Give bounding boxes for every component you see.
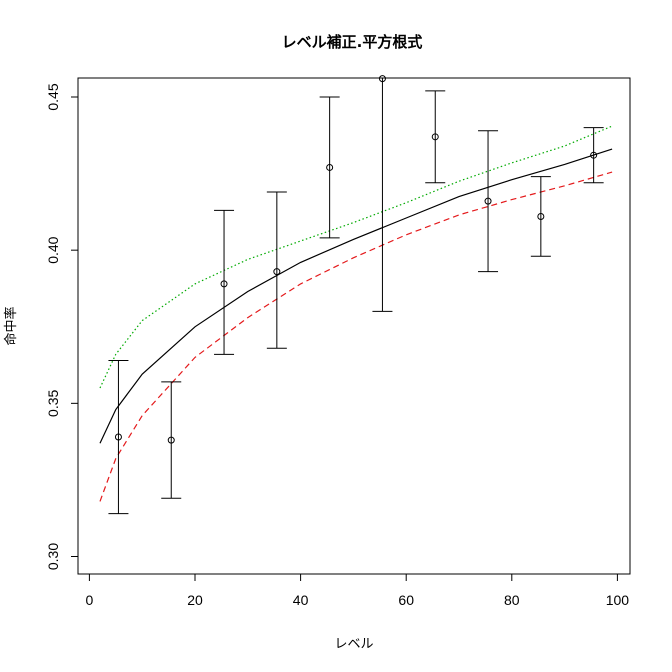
x-tick-label: 80 — [504, 592, 520, 608]
x-axis: 0 20 40 60 80 100 — [86, 573, 630, 608]
error-bar — [583, 127, 604, 184]
error-bar — [214, 209, 235, 355]
data-point — [537, 212, 545, 220]
error-bar — [478, 130, 499, 273]
error-bar — [266, 191, 287, 349]
fit-curve-1 — [99, 171, 613, 502]
data-point — [590, 151, 598, 159]
data-point — [326, 163, 334, 171]
plot-frame — [77, 77, 631, 575]
fit-curves — [99, 125, 613, 502]
chart-title: レベル補正.平方根式 — [282, 33, 423, 51]
x-tick-label: 20 — [187, 592, 203, 608]
error-bar — [372, 78, 393, 312]
data-points — [114, 75, 598, 444]
y-axis-label: 命中率 — [3, 306, 19, 345]
data-point — [167, 436, 175, 444]
fit-curve-0 — [99, 148, 613, 444]
error-bar — [425, 90, 446, 184]
x-tick-label: 100 — [606, 592, 630, 608]
error-bar — [108, 359, 129, 515]
x-axis-label: レベル — [334, 637, 373, 652]
data-point — [431, 133, 439, 141]
data-point — [114, 433, 122, 441]
data-point — [220, 280, 228, 288]
y-tick-label: 0.45 — [45, 83, 61, 110]
data-point — [484, 197, 492, 205]
data-point — [273, 268, 281, 276]
fit-curve-2 — [99, 125, 613, 389]
error-bars — [108, 78, 604, 515]
error-bar — [161, 381, 182, 499]
y-tick-label: 0.40 — [45, 236, 61, 263]
data-point — [378, 75, 386, 83]
error-bar — [530, 176, 551, 257]
error-bar — [319, 96, 340, 239]
x-tick-label: 40 — [293, 592, 309, 608]
y-tick-label: 0.35 — [45, 389, 61, 416]
x-tick-label: 60 — [398, 592, 414, 608]
y-axis: 0.30 0.35 0.40 0.45 — [45, 83, 79, 570]
y-tick-label: 0.30 — [45, 543, 61, 570]
x-tick-label: 0 — [86, 592, 94, 608]
